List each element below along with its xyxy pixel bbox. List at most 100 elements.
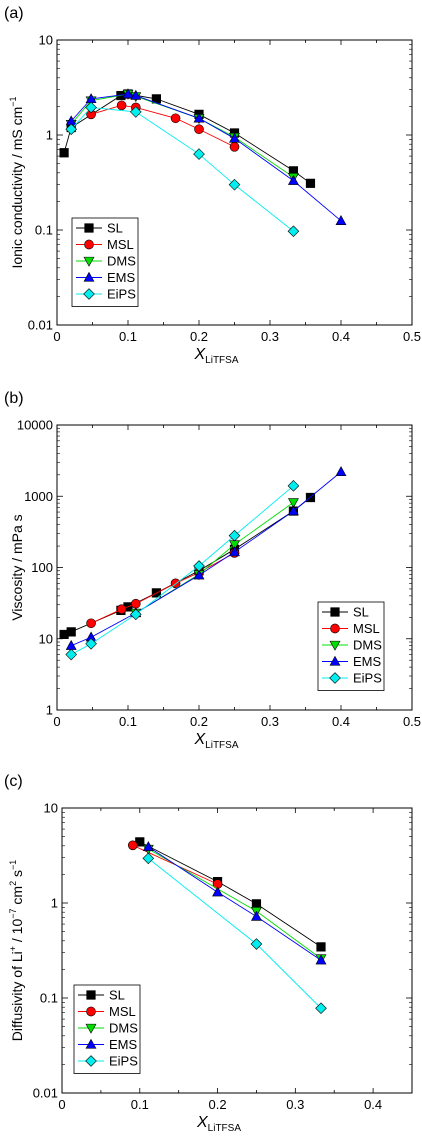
data-point-msl [127,840,138,851]
series-sl [135,837,326,952]
data-point-eips [287,225,300,238]
legend-marker-eips [83,288,95,300]
series-ems [65,88,347,225]
y-axis-label: Ionic conductivity / mS cm−1 [8,96,25,268]
legend-label: EiPS [107,287,136,302]
data-point-eips [130,106,142,118]
y-tick-label: 10 [44,801,58,816]
legend-label: EiPS [109,1054,138,1069]
legend-label: DMS [109,1021,138,1036]
x-tick-label: 0.5 [403,329,421,344]
x-tick-label: 0.2 [190,714,208,729]
data-point-ems [287,505,299,516]
series-line-sl [63,497,311,635]
legend-label: MSL [109,1004,136,1019]
data-point-eips [228,529,241,542]
series-sl [59,89,316,188]
data-point-ems [335,215,347,225]
data-point-msl [229,142,240,152]
x-tick-label: 0.5 [403,714,421,729]
data-point-eips [228,178,241,191]
legend-label: DMS [107,254,136,269]
series-line-eips [148,858,322,1009]
y-tick-label: 0.01 [33,1086,58,1101]
legend-box [73,984,141,1074]
series-ems [142,841,327,965]
legend-marker-dms [329,640,341,651]
data-point-msl [170,113,181,124]
data-point-sl [251,899,262,909]
legend-marker-msl [84,239,94,250]
data-point-ems [229,546,240,557]
series-line-msl [90,552,235,624]
y-tick-label: 1 [46,128,53,143]
x-tick-label: 0 [53,329,60,344]
y-axis-label: Diffusivity of Li+ / 10−7 cm2 s−1 [8,860,25,1042]
panel-c: 0 0.1 0.2 0.3 0.4 0.01 0.1 1 10 (c) XLiTFSA Diffusi… [4,773,413,1134]
data-point-eips [250,938,263,950]
data-point-sl [59,148,69,158]
data-point-sl [288,166,299,176]
series-line-ems [71,471,342,647]
y-tick-label: 1000 [24,489,53,504]
panel-b: 0 0.1 0.2 0.3 0.4 0.5 1 10 100 1000 10000 (b) XLiTFS… [4,390,421,751]
legend-box [317,601,385,691]
data-point-ems [193,112,205,123]
x-tick-label: 0.3 [261,714,279,729]
data-point-eips [193,148,205,160]
panel-a: 0 0.1 0.2 0.3 0.4 0.5 0.01 0.1 1 10 (a) XLiTFSA Ioni… [4,5,421,366]
legend-label: EMS [109,1037,138,1052]
y-axis-label: Viscosity / mPa s [9,514,25,620]
legend-marker-eips [85,1055,97,1067]
legend-marker-msl [86,1006,96,1017]
data-point-ems [287,174,299,185]
x-tick-label: 0.2 [209,1097,227,1112]
y-tick-label: 0.1 [35,223,53,238]
series-sl [59,492,316,640]
series-ems [65,466,347,650]
data-point-sl [59,629,69,640]
panel-label: (c) [4,773,23,790]
series-line-msl [90,104,235,148]
legend-label: EiPS [353,671,382,686]
x-tick-label: 0.3 [286,1097,304,1112]
data-point-ems [212,886,224,897]
legend-label: MSL [353,621,380,636]
legend-marker-sl [84,223,94,233]
legend-label: MSL [107,237,134,252]
legend-label: DMS [353,638,382,653]
legend-marker-ems [85,1038,97,1049]
legend-label: SL [109,988,125,1003]
legend-marker-sl [86,990,96,1000]
x-tick-label: 0.1 [119,329,137,344]
legend-label: SL [353,605,369,620]
legend-marker-eips [329,672,341,684]
series-msl [86,100,240,152]
legend-label: SL [107,221,123,236]
legend-marker-ems [83,271,95,282]
data-point-sl [151,94,161,104]
legend-label: EMS [353,654,382,669]
x-tick-label: 0.4 [332,714,350,729]
legend-marker-msl [330,623,340,634]
series-line-eips [70,106,294,232]
data-point-eips [85,101,97,114]
y-tick-label: 10 [39,631,53,646]
data-point-ems [250,910,262,921]
panel-label: (a) [4,5,24,22]
series-eips [65,480,300,661]
data-point-ems [65,639,77,650]
x-tick-label: 0.2 [190,329,208,344]
data-point-msl [194,124,204,135]
y-tick-label: 1 [46,703,53,718]
data-point-ems [193,569,205,580]
legend-marker-sl [330,607,340,617]
x-tick-label: 0.3 [261,329,279,344]
data-point-eips [130,608,142,621]
legend-box [71,217,139,307]
x-tick-label: 0 [58,1097,65,1112]
series-eips [65,101,300,238]
